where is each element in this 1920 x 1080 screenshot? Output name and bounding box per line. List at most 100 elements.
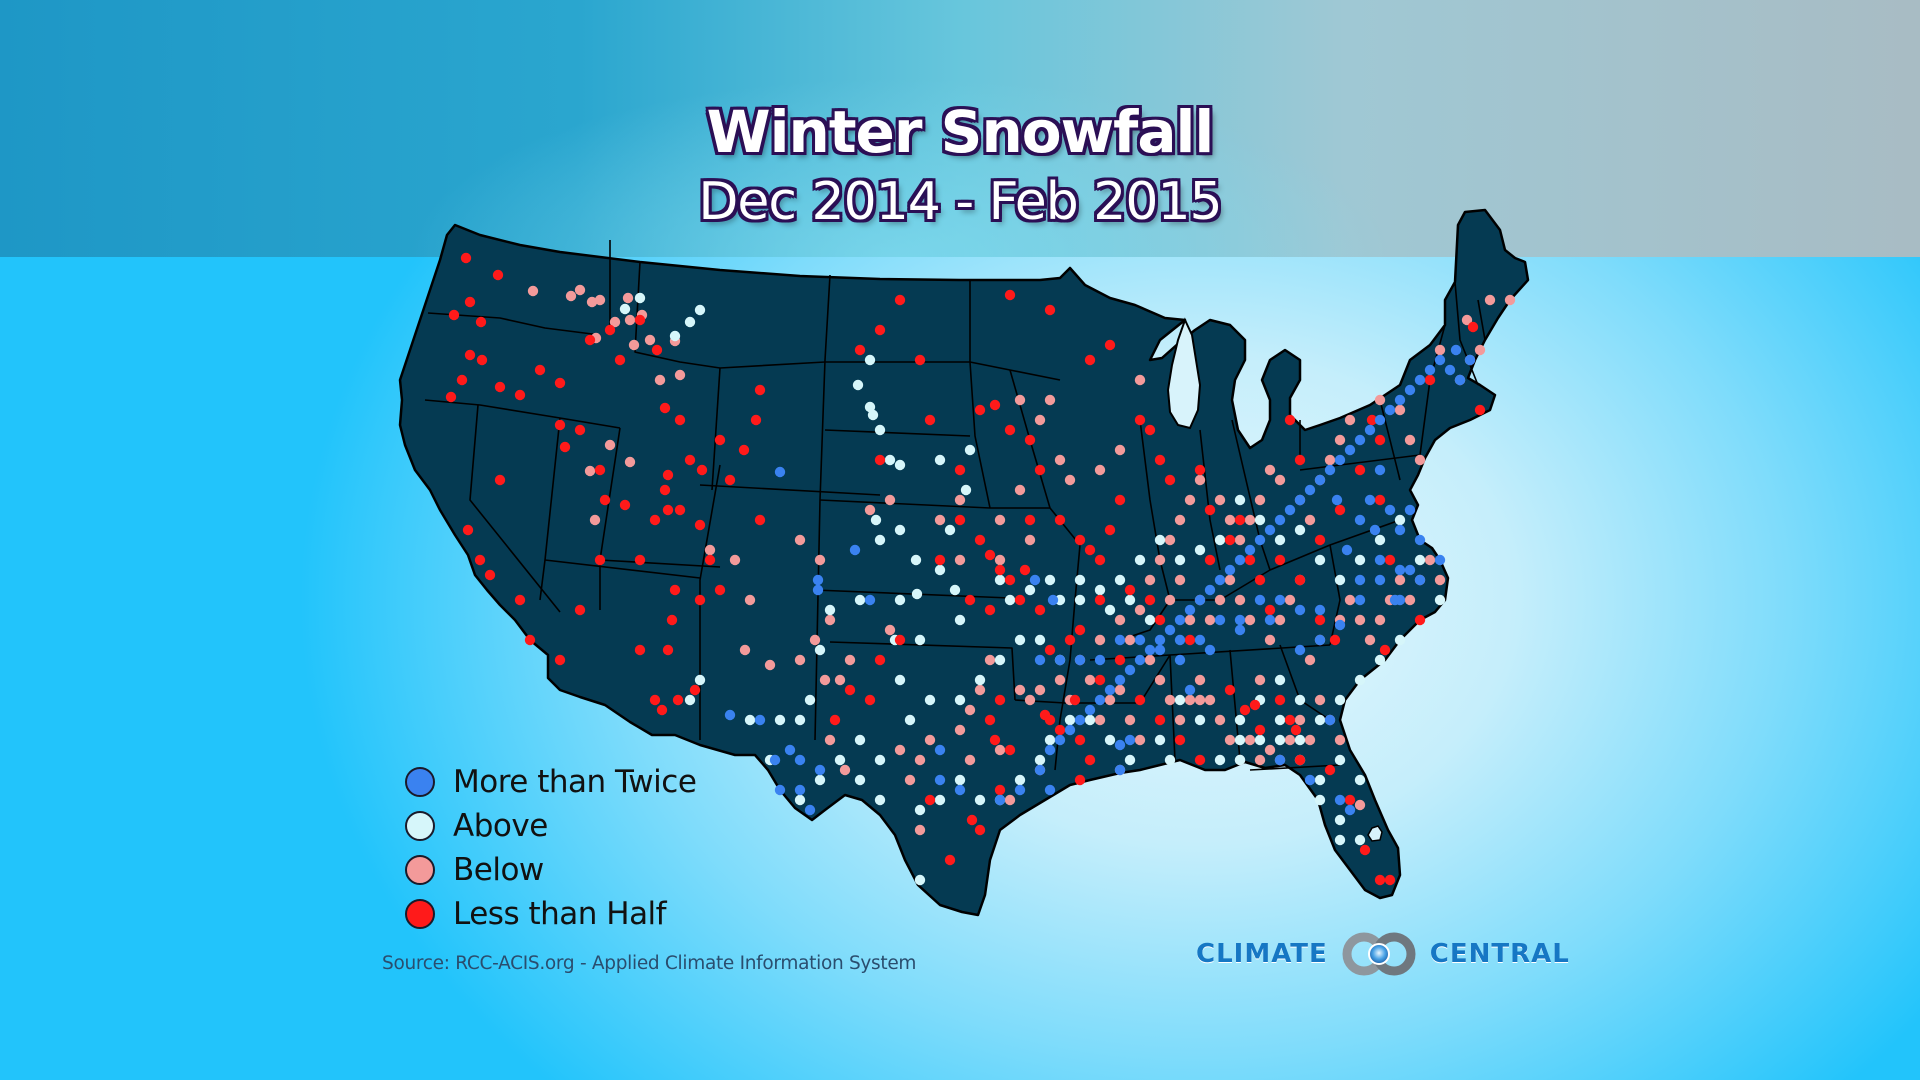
station-dot-below bbox=[1254, 754, 1266, 766]
station-dot-above bbox=[1074, 594, 1086, 606]
station-dot-below bbox=[1114, 444, 1126, 456]
station-dot-less-than-half bbox=[1084, 754, 1096, 766]
station-dot-less-than-half bbox=[1124, 584, 1136, 596]
station-dot-above bbox=[1234, 734, 1246, 746]
station-dot-less-than-half bbox=[1094, 554, 1106, 566]
station-dot-above bbox=[1294, 734, 1306, 746]
station-dot-above bbox=[960, 484, 972, 496]
station-dot-below bbox=[1394, 574, 1406, 586]
station-dot-below bbox=[1294, 714, 1306, 726]
station-dot-below bbox=[1264, 464, 1276, 476]
station-dot-less-than-half bbox=[1144, 424, 1156, 436]
station-dot-above bbox=[1334, 814, 1346, 826]
station-dot-less-than-half bbox=[1014, 594, 1026, 606]
station-dot-below bbox=[1364, 634, 1376, 646]
station-dot-above bbox=[934, 794, 946, 806]
station-dot-less-than-half bbox=[1384, 874, 1396, 886]
station-dot-below bbox=[1324, 454, 1336, 466]
station-dot-below bbox=[1344, 414, 1356, 426]
station-dot-less-than-half bbox=[1004, 744, 1016, 756]
station-dot-more-than-twice bbox=[1334, 619, 1346, 631]
station-dot-above bbox=[1174, 694, 1186, 706]
climate-central-logo: CLIMATE CENTRAL bbox=[1196, 932, 1570, 976]
station-dot-above bbox=[1414, 554, 1426, 566]
station-dot-less-than-half bbox=[1344, 794, 1356, 806]
station-dot-more-than-twice bbox=[774, 466, 786, 478]
station-dot-more-than-twice bbox=[794, 784, 806, 796]
station-dot-more-than-twice bbox=[1341, 544, 1353, 556]
linked-rings-icon bbox=[1336, 932, 1422, 976]
station-dot-less-than-half bbox=[1366, 414, 1378, 426]
station-dots bbox=[445, 252, 1516, 886]
station-dot-less-than-half bbox=[1204, 504, 1216, 516]
station-dot-above bbox=[634, 292, 646, 304]
station-dot-below bbox=[1194, 674, 1206, 686]
station-dot-more-than-twice bbox=[1074, 654, 1086, 666]
station-dot-above bbox=[1134, 554, 1146, 566]
station-dot-more-than-twice bbox=[1254, 534, 1266, 546]
station-dot-below bbox=[954, 724, 966, 736]
station-dot-less-than-half bbox=[974, 534, 986, 546]
station-dot-less-than-half bbox=[864, 694, 876, 706]
station-dot-above bbox=[894, 459, 906, 471]
station-dot-more-than-twice bbox=[804, 804, 816, 816]
legend: More than Twice Above Below Less than Ha… bbox=[405, 760, 697, 936]
station-dot-more-than-twice bbox=[1264, 614, 1276, 626]
legend-label: Below bbox=[453, 852, 544, 888]
station-dot-less-than-half bbox=[1004, 574, 1016, 586]
station-dot-below bbox=[1184, 614, 1196, 626]
station-dot-less-than-half bbox=[924, 414, 936, 426]
station-dot-less-than-half bbox=[1314, 614, 1326, 626]
station-dot-less-than-half bbox=[1094, 674, 1106, 686]
station-dot-less-than-half bbox=[462, 524, 474, 536]
station-dot-above bbox=[1044, 574, 1056, 586]
station-dot-above bbox=[1334, 574, 1346, 586]
station-dot-more-than-twice bbox=[814, 764, 826, 776]
station-dot-above bbox=[1334, 694, 1346, 706]
station-dot-below bbox=[1274, 614, 1286, 626]
station-dot-above bbox=[824, 604, 836, 616]
station-dot-less-than-half bbox=[1064, 634, 1076, 646]
station-dot-less-than-half bbox=[694, 594, 706, 606]
station-dot-above bbox=[1234, 754, 1246, 766]
station-dot-below bbox=[1154, 674, 1166, 686]
station-dot-more-than-twice bbox=[1214, 614, 1226, 626]
station-dot-below bbox=[914, 754, 926, 766]
station-dot-less-than-half bbox=[1074, 774, 1086, 786]
station-dot-less-than-half bbox=[1384, 554, 1396, 566]
station-dot-above bbox=[954, 774, 966, 786]
station-dot-above bbox=[1354, 834, 1366, 846]
station-dot-above bbox=[924, 694, 936, 706]
station-dot-above bbox=[1254, 734, 1266, 746]
station-dot-less-than-half bbox=[1194, 754, 1206, 766]
station-dot-less-than-half bbox=[1324, 764, 1336, 776]
station-dot-above bbox=[1014, 634, 1026, 646]
station-dot-below bbox=[954, 494, 966, 506]
station-dot-less-than-half bbox=[1114, 654, 1126, 666]
station-dot-above bbox=[1314, 774, 1326, 786]
station-dot-below bbox=[824, 614, 836, 626]
station-dot-more-than-twice bbox=[1184, 604, 1196, 616]
station-dot-below bbox=[1184, 494, 1196, 506]
station-dot-less-than-half bbox=[460, 252, 472, 264]
station-dot-more-than-twice bbox=[1444, 364, 1456, 376]
station-dot-below bbox=[1264, 634, 1276, 646]
station-dot-less-than-half bbox=[1274, 694, 1286, 706]
station-dot-less-than-half bbox=[914, 354, 926, 366]
station-dot-above bbox=[874, 794, 886, 806]
station-dot-less-than-half bbox=[659, 484, 671, 496]
station-dot-less-than-half bbox=[1224, 684, 1236, 696]
station-dot-more-than-twice bbox=[1114, 739, 1126, 751]
station-dot-less-than-half bbox=[1224, 534, 1236, 546]
station-dot-less-than-half bbox=[1134, 414, 1146, 426]
station-dot-less-than-half bbox=[672, 694, 684, 706]
station-dot-below bbox=[704, 544, 716, 556]
station-dot-less-than-half bbox=[696, 464, 708, 476]
legend-item-more-than-twice: More than Twice bbox=[405, 760, 697, 804]
station-dot-below bbox=[1304, 654, 1316, 666]
station-dot-less-than-half bbox=[974, 404, 986, 416]
station-dot-above bbox=[1194, 544, 1206, 556]
station-dot-below bbox=[1124, 714, 1136, 726]
station-dot-below bbox=[1254, 674, 1266, 686]
station-dot-less-than-half bbox=[494, 474, 506, 486]
